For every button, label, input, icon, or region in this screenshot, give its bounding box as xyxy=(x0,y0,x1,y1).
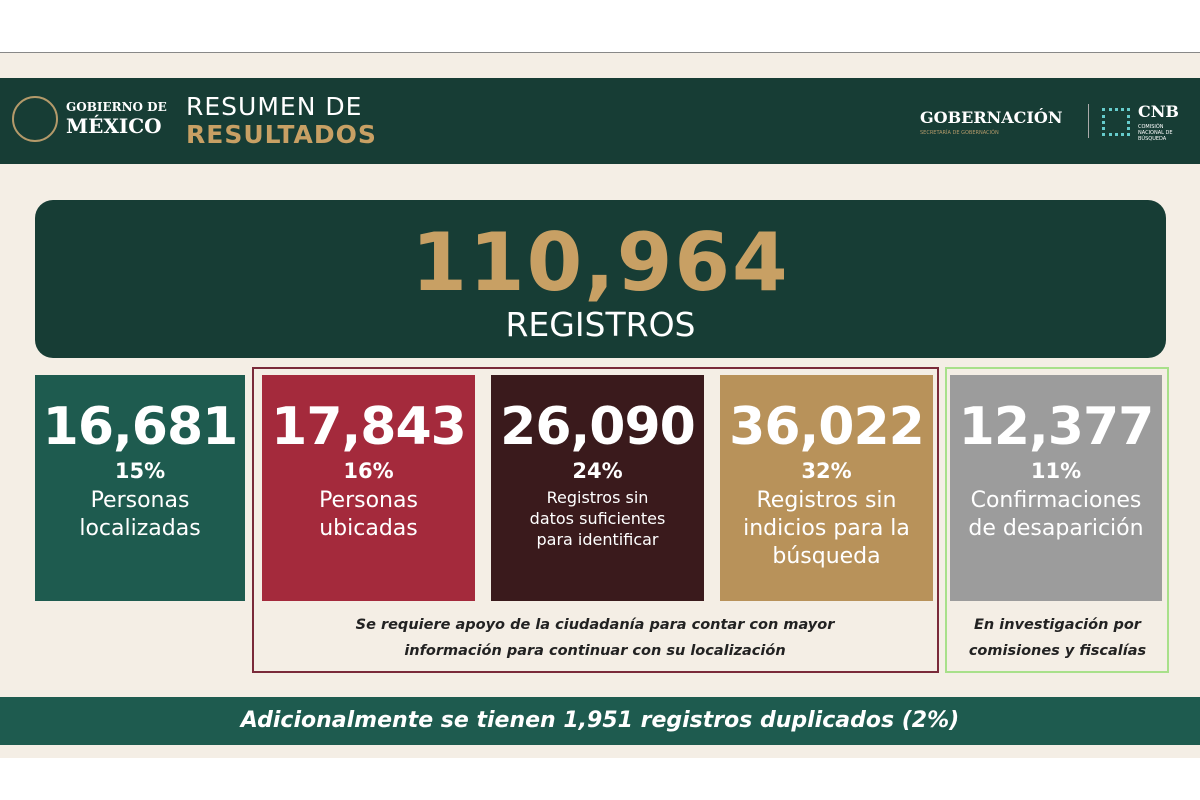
stat-card: 12,377 11% Confirmaciones de desaparició… xyxy=(950,375,1162,601)
card-label: Confirmaciones de desaparición xyxy=(968,488,1144,541)
card-percent: 16% xyxy=(343,459,394,483)
card-value: 26,090 xyxy=(500,397,696,457)
group-frame xyxy=(252,367,939,673)
total-box: 110,964 REGISTROS xyxy=(35,200,1166,358)
card-percent: 32% xyxy=(801,459,852,483)
card-percent: 11% xyxy=(1030,459,1082,483)
stat-card: 36,022 32% Registros sin indicios para l… xyxy=(720,375,933,601)
card-percent: 15% xyxy=(114,459,166,483)
card-label: Personas localizadas xyxy=(79,488,201,541)
cnb-icon xyxy=(1102,108,1130,136)
cnb: CNB xyxy=(1138,102,1179,121)
card-value: 12,377 xyxy=(958,397,1155,457)
total-value: 110,964 xyxy=(411,216,790,309)
card-value: 16,681 xyxy=(42,397,239,457)
right-sub: SECRETARÍA DE GOBERNACIÓN xyxy=(920,130,999,136)
stat-card: 17,843 16% Personas ubicadas xyxy=(262,375,475,601)
confirm-frame xyxy=(945,367,1169,673)
card-value: 17,843 xyxy=(271,397,467,457)
emblem xyxy=(12,96,58,142)
logo-line2: MÉXICO xyxy=(66,114,162,138)
card-value: 36,022 xyxy=(729,397,925,457)
stat-card: 16,681 15% Personas localizadas xyxy=(35,375,245,601)
title-line2: RESULTADOS xyxy=(186,120,377,149)
header: GOBIERNO DE MÉXICO RESUMEN DE RESULTADOS… xyxy=(0,78,1200,164)
divider xyxy=(1088,104,1089,138)
stat-card: 26,090 24% Registros sin datos suficient… xyxy=(491,375,704,601)
cnb-sub: COMISIÓN NACIONAL DE BÚSQUEDA xyxy=(1138,124,1173,142)
title-line1: RESUMEN DE xyxy=(186,92,363,121)
logo-line1: GOBIERNO DE xyxy=(66,100,167,114)
footer: Adicionalmente se tienen 1,951 registros… xyxy=(0,697,1200,745)
card-label: Personas ubicadas xyxy=(319,488,418,541)
total-label: REGISTROS xyxy=(505,305,696,344)
card-label: Registros sin indicios para la búsqueda xyxy=(743,488,910,569)
group-note: Se requiere apoyo de la ciudadanía para … xyxy=(355,617,835,659)
card-label: Registros sin datos suficientes para ide… xyxy=(529,488,666,549)
right-logo: GOBERNACIÓN xyxy=(920,108,1063,127)
card-percent: 24% xyxy=(572,459,623,483)
confirm-note: En investigación por comisiones y fiscal… xyxy=(968,617,1147,659)
